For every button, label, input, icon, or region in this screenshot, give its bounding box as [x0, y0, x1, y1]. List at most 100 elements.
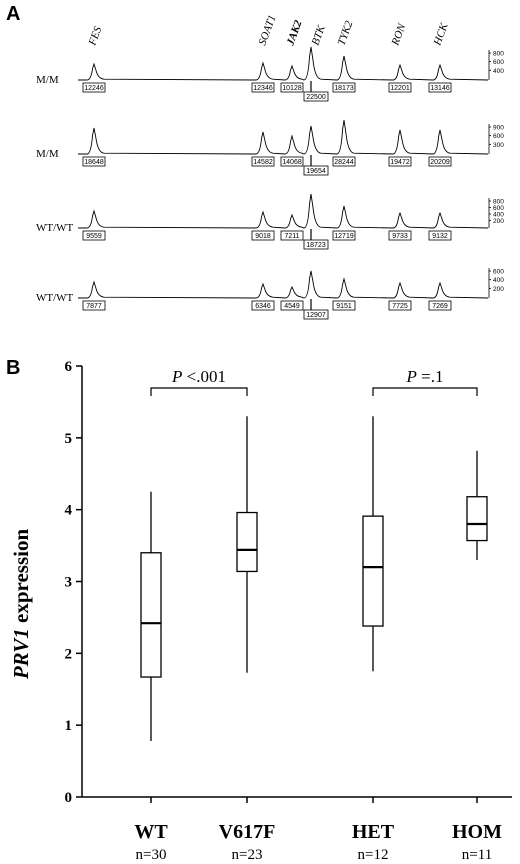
- gene-labels: FES SOAT1 JAK2 BTK TYK2 RON HCK: [86, 13, 451, 48]
- gene-label-jak2: JAK2: [284, 18, 305, 48]
- sample-size-label: n=23: [232, 847, 263, 863]
- box-wt: [140, 491, 162, 741]
- p-symbol: P: [171, 367, 182, 386]
- trace-2: M/M 18648 14582 14068 19654 28244 19472 20209 90…: [36, 119, 504, 176]
- peak-value-box: [303, 91, 329, 102]
- peak-value-box: [280, 300, 304, 311]
- peak-value-box: [332, 82, 356, 93]
- scale-tick-label: 800: [493, 199, 504, 206]
- peak-value: 7269: [432, 303, 448, 310]
- peak-value: 18723: [306, 242, 326, 249]
- sample-label: WT/WT: [36, 222, 74, 234]
- peak-value: 12201: [390, 85, 410, 92]
- y-tick-label: 5: [65, 431, 73, 447]
- y-tick-label: 0: [65, 790, 73, 806]
- comparison-brackets: P <.001 P =.1: [150, 367, 478, 396]
- peak-value-box: [251, 82, 275, 93]
- p-symbol: P: [406, 367, 417, 386]
- box-het: [362, 416, 384, 672]
- peak-value-box: [332, 300, 356, 311]
- y-axis-label-rest: expression: [9, 529, 33, 629]
- peak-value-box: [82, 82, 106, 93]
- scale-tick-label: 600: [493, 133, 504, 140]
- gene-label-hck: HCK: [431, 21, 451, 48]
- peak-value-box: [332, 156, 356, 167]
- box-iqr: [236, 511, 258, 573]
- peak-value: 9151: [336, 303, 352, 310]
- gene-label-ron: RON: [389, 22, 408, 48]
- peak-value-box: [388, 230, 412, 241]
- trace-line: [78, 270, 489, 299]
- trace-line: [78, 119, 489, 155]
- category-label: HET: [352, 821, 395, 843]
- bracket-line: [150, 387, 248, 396]
- peak-value-box: [428, 300, 452, 311]
- y-tick-label: 3: [65, 575, 73, 591]
- chart-axes: 0 1 2 3 4 5 6: [65, 359, 512, 806]
- peak-value: 19472: [390, 159, 410, 166]
- bracket-line: [372, 387, 478, 396]
- peak-value-box: [303, 309, 329, 320]
- box-hom: [466, 450, 488, 560]
- gene-label-btk: BTK: [310, 23, 328, 47]
- sample-label: WT/WT: [36, 292, 74, 304]
- peak-value-box: [428, 82, 452, 93]
- peak-value-box: [251, 300, 275, 311]
- box-iqr: [362, 515, 384, 627]
- sample-label: M/M: [36, 74, 59, 86]
- category-label: V617F: [219, 821, 276, 843]
- box-iqr: [140, 552, 162, 678]
- y-tick-label: 1: [65, 718, 73, 734]
- peak-value: 7725: [392, 303, 408, 310]
- peak-value-box: [428, 230, 452, 241]
- peak-value: 20209: [430, 159, 450, 166]
- scale-tick-label: 300: [493, 142, 504, 149]
- y-axis-label: PRV1 expression: [9, 529, 33, 681]
- trace-line: [78, 46, 489, 81]
- sample-size-label: n=30: [136, 847, 167, 863]
- peak-value-box: [82, 156, 106, 167]
- peak-value-box: [82, 300, 106, 311]
- electropherogram-traces: M/M 12246 12346 10128 22500 18173 12201 13146 80…: [36, 46, 504, 320]
- gene-label-soat1: SOAT1: [257, 13, 279, 47]
- scale-tick-label: 200: [493, 218, 504, 225]
- trace-line: [78, 193, 489, 229]
- category-labels: WT n=30 V617F n=23 HET n=12 HOM n=11: [134, 821, 502, 863]
- box-v617f: [236, 416, 258, 673]
- scale-tick-label: 400: [493, 277, 504, 284]
- comparison-bracket-1: P <.001: [150, 367, 248, 396]
- sample-size-label: n=12: [358, 847, 389, 863]
- peak-value: 12346: [253, 85, 273, 92]
- y-tick-label: 2: [65, 646, 73, 662]
- p-value-label: P =.1: [406, 367, 444, 386]
- y-tick-label: 4: [65, 503, 73, 519]
- sample-label: M/M: [36, 148, 59, 160]
- peak-value: 14582: [253, 159, 273, 166]
- peak-value: 12719: [334, 233, 354, 240]
- scale-tick-label: 600: [493, 59, 504, 66]
- peak-value-box: [388, 82, 412, 93]
- peak-value-box: [388, 300, 412, 311]
- peak-value-box: [251, 230, 275, 241]
- peak-value: 12246: [84, 85, 104, 92]
- panel-a-electropherograms: A FES SOAT1 JAK2 BTK TYK2 RON HCK M/M 12246 1234…: [6, 3, 504, 320]
- peak-value: 7877: [86, 303, 102, 310]
- peak-value-box: [303, 165, 329, 176]
- trace-3: WT/WT 9559 9018 7211 18723 12719 9733 9132 80060…: [36, 193, 504, 250]
- scale-tick-label: 600: [493, 205, 504, 212]
- peak-value: 7211: [284, 233, 299, 240]
- scale-tick-label: 600: [493, 269, 504, 276]
- panel-b-letter: B: [6, 357, 20, 379]
- scale-tick-label: 200: [493, 286, 504, 293]
- peak-value: 28244: [334, 159, 354, 166]
- peak-value: 10128: [282, 85, 302, 92]
- peak-value: 18173: [334, 85, 354, 92]
- scale-tick-label: 400: [493, 212, 504, 219]
- category-label: HOM: [452, 821, 502, 843]
- peak-value: 22500: [306, 94, 326, 101]
- peak-value: 12907: [306, 312, 326, 319]
- trace-1: M/M 12246 12346 10128 22500 18173 12201 13146 80…: [36, 46, 504, 102]
- peak-value: 9132: [432, 233, 448, 240]
